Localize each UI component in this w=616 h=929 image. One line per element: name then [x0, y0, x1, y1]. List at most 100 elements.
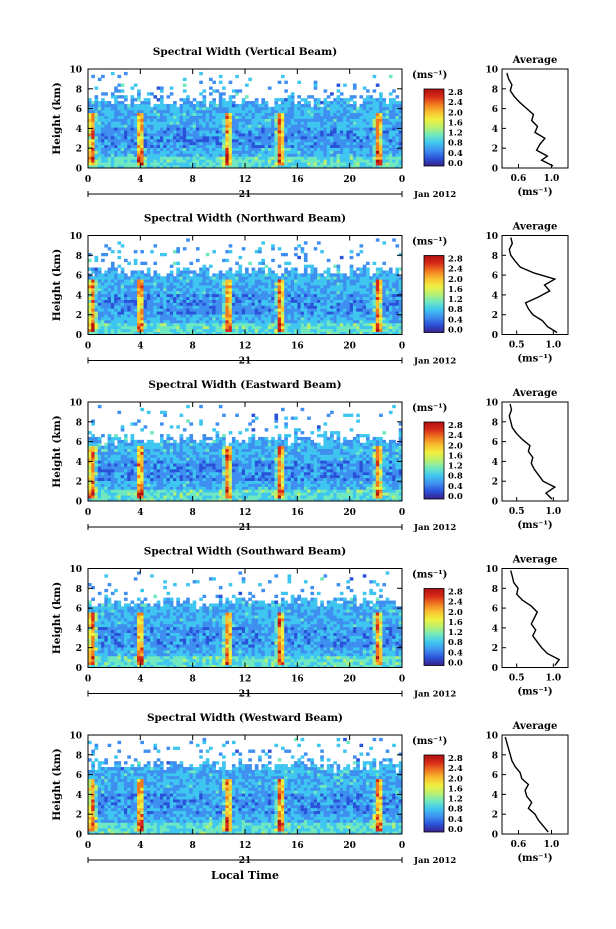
heatmap-cell — [382, 296, 387, 300]
heatmap-cell — [215, 127, 220, 131]
heatmap-cell — [375, 101, 380, 105]
heatmap-cell — [169, 150, 174, 154]
heatmap-cell — [192, 276, 197, 280]
heatmap-cell — [339, 153, 344, 157]
heatmap-cell — [101, 287, 105, 292]
heatmap-cell — [222, 317, 226, 321]
heatmap-cell — [290, 130, 295, 134]
heatmap-cell — [143, 138, 148, 143]
heatmap-cell — [339, 285, 344, 289]
heatmap-cell — [284, 276, 288, 280]
heatmap-cell — [88, 276, 92, 280]
heatmap-cell — [372, 153, 377, 157]
heatmap-cell — [189, 153, 194, 157]
heatmap-cell — [392, 159, 396, 163]
heatmap-cell — [388, 322, 393, 327]
heatmap-cell — [101, 296, 105, 300]
heatmap-cell — [356, 317, 360, 321]
heatmap-cell — [336, 118, 341, 122]
heatmap-cell — [398, 118, 403, 122]
heatmap-cell — [251, 293, 256, 298]
heatmap-cell — [202, 305, 207, 309]
heatmap-cell — [97, 439, 102, 444]
heatmap-cell — [316, 133, 321, 137]
heatmap-cell — [245, 311, 249, 315]
heatmap-cell — [91, 270, 95, 274]
heatmap-cell — [287, 153, 292, 157]
heatmap-cell — [385, 121, 390, 125]
heatmap-cell — [195, 121, 200, 125]
heatmap-cell — [303, 287, 308, 292]
heatmap-cell — [215, 276, 220, 280]
heatmap-cell — [133, 106, 138, 111]
colorbar-tick-label: 0.4 — [448, 315, 463, 325]
heatmap-cell — [153, 293, 158, 298]
heatmap-cell — [356, 121, 360, 125]
heatmap-cell — [258, 112, 262, 116]
heatmap-cell — [163, 106, 167, 111]
heatmap-cell — [110, 457, 115, 461]
heatmap-cell — [231, 147, 236, 151]
heatmap-cell — [176, 276, 180, 280]
heatmap-cell — [284, 267, 288, 271]
heatmap-cell — [274, 282, 279, 286]
heatmap-cell — [356, 285, 360, 289]
heatmap-cell — [398, 279, 403, 283]
heatmap-cell — [218, 314, 223, 318]
heatmap-cell — [258, 328, 262, 332]
heatmap-cell — [150, 141, 154, 146]
heatmap-cell — [117, 471, 122, 476]
heatmap-cell — [186, 282, 190, 286]
heatmap-cell — [202, 112, 207, 116]
heatmap-cell — [235, 299, 239, 303]
heatmap-cell — [323, 103, 328, 108]
heatmap-cell — [130, 101, 135, 105]
heatmap-cell — [120, 477, 125, 482]
heatmap-cell — [94, 308, 99, 312]
heatmap-cell — [251, 109, 256, 114]
heatmap-cell — [241, 331, 246, 335]
heatmap-cell — [274, 305, 279, 309]
heatmap-cell — [156, 285, 161, 289]
heatmap-cell — [258, 279, 262, 283]
heatmap-cell — [199, 322, 203, 327]
heatmap-cell — [215, 279, 220, 283]
heatmap-cell — [127, 147, 131, 151]
heatmap-cell — [320, 141, 324, 146]
heatmap-cell — [189, 328, 194, 332]
heatmap-cell — [222, 144, 226, 149]
heatmap-cell — [179, 299, 184, 303]
heatmap-cell — [163, 305, 167, 309]
heatmap-cell — [274, 109, 279, 114]
heatmap-cell — [107, 150, 112, 154]
heatmap-cell — [169, 159, 174, 163]
heatmap-cell — [97, 282, 102, 286]
heatmap-cell — [104, 498, 109, 502]
heatmap-cell — [241, 290, 246, 295]
heatmap-cell — [192, 305, 197, 309]
heatmap-cell — [104, 305, 109, 309]
heatmap-cell — [189, 261, 194, 266]
heatmap-cell — [238, 290, 243, 295]
heatmap-cell — [228, 325, 233, 330]
heatmap-cell — [179, 130, 184, 134]
heatmap-cell — [192, 118, 197, 122]
heatmap-cell — [238, 311, 243, 315]
heatmap-cell — [264, 290, 269, 295]
heatmap-cell — [110, 141, 115, 146]
heatmap-cell — [195, 305, 200, 309]
heatmap-cell — [231, 138, 236, 143]
heatmap-cell — [91, 319, 95, 324]
heatmap-cell — [146, 267, 151, 271]
heatmap-cell — [267, 293, 272, 298]
heatmap-cell — [385, 156, 390, 160]
heatmap-cell — [215, 112, 220, 116]
heatmap-cell — [382, 282, 387, 286]
heatmap-cell — [392, 302, 396, 306]
heatmap-cell — [392, 238, 396, 242]
heatmap-cell — [310, 162, 315, 166]
heatmap-cell — [176, 296, 180, 300]
heatmap-cell — [385, 296, 390, 300]
heatmap-cell — [110, 442, 115, 447]
heatmap-cell — [284, 159, 288, 163]
